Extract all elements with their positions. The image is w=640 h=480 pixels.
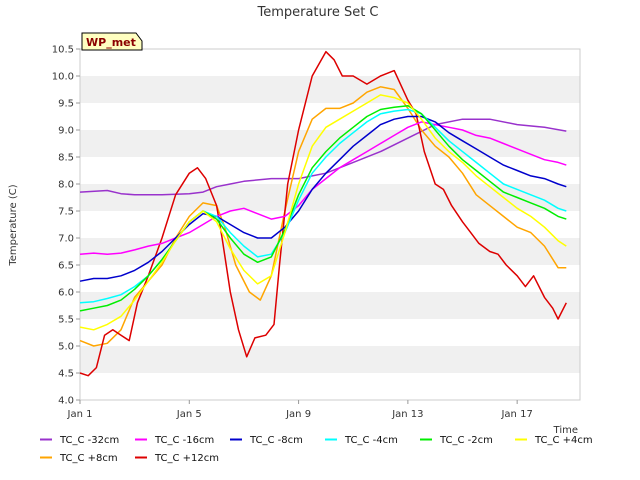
grid-bands — [80, 76, 580, 373]
series-line — [79, 121, 567, 255]
y-tick-label: 5.5 — [58, 315, 74, 326]
grid-band — [80, 184, 580, 211]
y-tick-label: 8.0 — [58, 180, 74, 191]
legend-item: TC_C +4cm — [515, 435, 593, 446]
y-axis-label: Temperature (C) — [8, 184, 19, 266]
legend-item: TC_C -32cm — [40, 435, 119, 446]
annotation-box-shape — [81, 32, 143, 51]
grid-band — [80, 346, 580, 373]
y-tick-label: 4.0 — [58, 396, 74, 407]
y-tick-label: 6.5 — [58, 261, 74, 272]
legend-label: TC_C -2cm — [439, 435, 493, 446]
y-tick-label: 7.5 — [58, 207, 74, 218]
chart-title: Temperature Set C — [256, 5, 378, 20]
series-layer — [79, 50, 567, 377]
legend-label: TC_C -16cm — [154, 435, 214, 446]
grid-band — [80, 238, 580, 265]
legend-item: TC_C -8cm — [230, 435, 303, 446]
y-tick-label: 8.5 — [58, 153, 74, 164]
legend-item: TC_C +8cm — [40, 453, 118, 464]
legend-label: TC_C +8cm — [59, 453, 118, 464]
legend-item: TC_C -16cm — [135, 435, 214, 446]
grid-band — [80, 292, 580, 319]
x-axis-label: Time — [553, 425, 578, 436]
legend-label: TC_C -32cm — [59, 435, 119, 446]
legend-label: TC_C +12cm — [154, 453, 219, 464]
x-tick-label: Jan 13 — [391, 409, 423, 420]
x-axis-ticks: Jan 1 Jan 5 Jan 9 Jan 13 Jan 17 — [67, 400, 533, 420]
legend-label: TC_C -4cm — [344, 435, 398, 446]
y-tick-label: 4.5 — [58, 369, 74, 380]
annotation-text: WP_met — [86, 36, 136, 49]
y-tick-label: 5.0 — [58, 342, 74, 353]
series-line — [79, 94, 567, 331]
plot-frame — [79, 48, 581, 401]
y-tick-label: 10.0 — [52, 72, 74, 83]
annotation-box: WP_met — [81, 32, 143, 51]
series-line — [79, 86, 567, 347]
y-axis-ticks: 4.0 4.5 5.0 5.5 6.0 6.5 7.0 7.5 8.0 8.5 9.0 9.5 10.0… — [52, 45, 80, 407]
legend-item: TC_C +12cm — [135, 453, 219, 464]
y-tick-label: 10.5 — [52, 45, 74, 56]
series-line — [79, 118, 567, 196]
series-line — [79, 104, 567, 312]
y-tick-label: 7.0 — [58, 234, 74, 245]
legend-label: TC_C +4cm — [534, 435, 593, 446]
legend: TC_C -32cm TC_C -16cm TC_C -8cm TC_C -4cm TC… — [40, 435, 593, 464]
y-tick-label: 6.0 — [58, 288, 74, 299]
x-tick-label: Jan 5 — [176, 409, 202, 420]
x-tick-label: Jan 17 — [500, 409, 532, 420]
legend-label: TC_C -8cm — [249, 435, 303, 446]
y-tick-label: 9.0 — [58, 126, 74, 137]
legend-item: TC_C -2cm — [420, 435, 493, 446]
x-tick-label: Jan 9 — [285, 409, 311, 420]
series-line — [79, 115, 567, 282]
legend-item: TC_C -4cm — [325, 435, 398, 446]
grid-band — [80, 76, 580, 103]
y-tick-label: 9.5 — [58, 99, 74, 110]
x-tick-label: Jan 1 — [67, 409, 93, 420]
